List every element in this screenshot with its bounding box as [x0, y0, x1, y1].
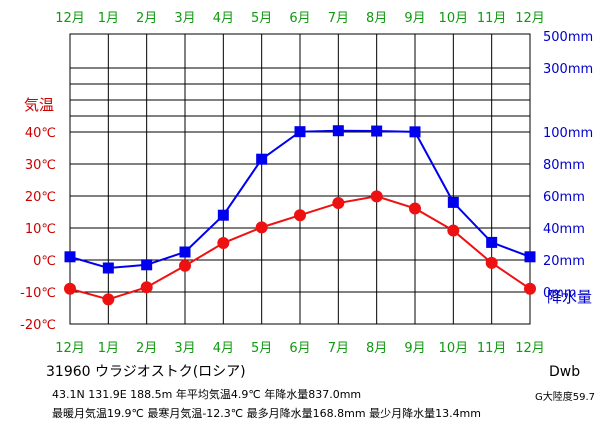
temperature-axis: -20℃ -10℃ 0℃ 10℃ 20℃ 30℃ 40℃ 気温	[20, 96, 56, 333]
temperature-tick-label: 30℃	[25, 158, 56, 173]
month-label-top: 3月	[174, 11, 195, 26]
month-label-top: 10月	[439, 11, 469, 26]
month-labels-bottom: 12月 1月 2月 3月 4月 5月 6月 7月 8月 9月 10月 11月 12月	[55, 341, 545, 356]
precipitation-point	[102, 262, 114, 274]
temperature-point	[255, 221, 268, 234]
temperature-point	[102, 293, 115, 306]
temperature-tick-label: 0℃	[33, 254, 56, 269]
month-label-bottom: 4月	[213, 341, 234, 356]
precipitation-tick-label: 0mm	[543, 286, 577, 301]
precipitation-tick-label: 100mm	[543, 126, 593, 141]
temperature-tick-label: 10℃	[25, 222, 56, 237]
precipitation-axis-label: 降水量	[547, 288, 592, 306]
month-label-bottom: 10月	[439, 341, 469, 356]
month-label-top: 6月	[289, 11, 310, 26]
month-label-bottom: 2月	[136, 341, 157, 356]
precipitation-point	[332, 125, 344, 137]
month-label-top: 9月	[404, 11, 425, 26]
precipitation-point	[256, 153, 268, 165]
month-label-bottom: 5月	[251, 341, 272, 356]
precipitation-tick-label: 80mm	[543, 158, 585, 173]
month-label-top: 12月	[515, 11, 545, 26]
chart-grid	[69, 33, 531, 325]
precipitation-point	[524, 251, 536, 263]
temperature-axis-label: 気温	[24, 96, 54, 114]
precipitation-point	[371, 125, 383, 137]
precipitation-tick-label: 500mm	[543, 30, 593, 45]
month-label-top: 12月	[55, 11, 85, 26]
month-label-bottom: 3月	[174, 341, 195, 356]
month-label-top: 8月	[366, 11, 387, 26]
temperature-point	[179, 259, 191, 272]
temperature-tick-label: -20℃	[20, 318, 56, 333]
temperature-point	[447, 224, 460, 237]
data-series	[64, 125, 536, 306]
temperature-point	[64, 282, 76, 295]
precipitation-point	[217, 209, 229, 221]
temperature-point	[140, 281, 153, 294]
precipitation-axis: 0mm 20mm 40mm 60mm 80mm 100mm 300mm 500mm 降水量	[543, 30, 593, 306]
precipitation-point	[294, 126, 306, 138]
month-label-bottom: 7月	[328, 341, 349, 356]
month-label-bottom: 12月	[515, 341, 545, 356]
temperature-point	[332, 197, 345, 210]
month-labels-top: 12月 1月 2月 3月 4月 5月 6月 7月 8月 9月 10月 11月 12月	[55, 11, 545, 26]
temperature-point	[217, 237, 230, 250]
month-label-top: 4月	[213, 11, 234, 26]
month-label-bottom: 8月	[366, 341, 387, 356]
temperature-point	[294, 209, 306, 222]
month-label-bottom: 11月	[477, 341, 507, 356]
temperature-point	[370, 190, 383, 203]
month-label-top: 7月	[328, 11, 349, 26]
precipitation-point	[409, 126, 421, 138]
precipitation-point	[179, 246, 191, 258]
month-label-top: 2月	[136, 11, 157, 26]
month-label-bottom: 9月	[404, 341, 425, 356]
month-label-bottom: 6月	[289, 341, 310, 356]
month-label-top: 5月	[251, 11, 272, 26]
temperature-point	[409, 202, 421, 215]
month-label-top: 1月	[98, 11, 119, 26]
temperature-point	[485, 256, 498, 269]
temperature-tick-label: 20℃	[25, 190, 56, 205]
month-label-bottom: 1月	[98, 341, 119, 356]
precipitation-tick-label: 60mm	[543, 190, 585, 205]
temperature-point	[524, 282, 536, 295]
month-label-bottom: 12月	[55, 341, 85, 356]
month-label-top: 11月	[477, 11, 507, 26]
precipitation-point	[447, 196, 459, 208]
precipitation-tick-label: 20mm	[543, 254, 585, 269]
precipitation-tick-label: 40mm	[543, 222, 585, 237]
precipitation-tick-label: 300mm	[543, 62, 593, 77]
temperature-tick-label: 40℃	[25, 126, 56, 141]
precipitation-point	[486, 236, 498, 248]
precipitation-point	[141, 259, 153, 271]
temperature-tick-label: -10℃	[20, 286, 56, 301]
precipitation-point	[64, 251, 76, 263]
